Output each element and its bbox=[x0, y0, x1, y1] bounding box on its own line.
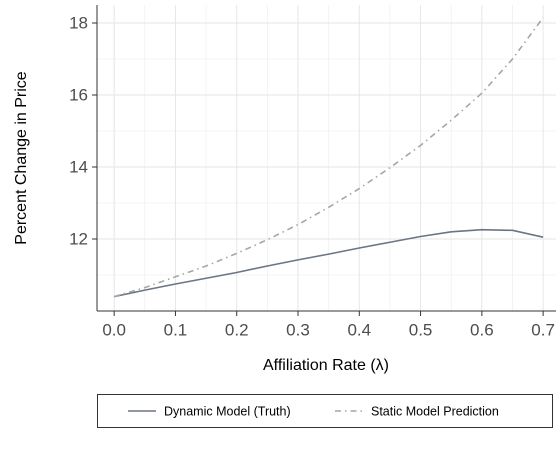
x-tick-label: 0.2 bbox=[225, 320, 249, 339]
x-tick-label: 0.3 bbox=[286, 320, 310, 339]
x-tick-label: 0.7 bbox=[531, 320, 555, 339]
legend-label: Static Model Prediction bbox=[371, 404, 499, 418]
y-tick-label: 18 bbox=[69, 13, 88, 32]
x-tick-label: 0.1 bbox=[164, 320, 188, 339]
legend: Dynamic Model (Truth) Static Model Predic… bbox=[97, 394, 553, 428]
x-tick-label: 0.6 bbox=[470, 320, 494, 339]
line bbox=[113, 17, 544, 298]
x-tick-label: 0.5 bbox=[409, 320, 433, 339]
y-tick-label: 14 bbox=[69, 157, 88, 176]
x-axis-label: Affiliation Rate (λ) bbox=[263, 357, 389, 374]
legend-label: Dynamic Model (Truth) bbox=[164, 404, 291, 418]
y-tick-label: 16 bbox=[69, 85, 88, 104]
line bbox=[113, 228, 544, 298]
y-axis-label: Percent Change in Price bbox=[13, 71, 30, 245]
x-tick-label: 0.0 bbox=[102, 320, 126, 339]
legend-box bbox=[97, 394, 553, 428]
x-tick-label: 0.4 bbox=[347, 320, 371, 339]
y-tick-label: 12 bbox=[69, 229, 88, 248]
